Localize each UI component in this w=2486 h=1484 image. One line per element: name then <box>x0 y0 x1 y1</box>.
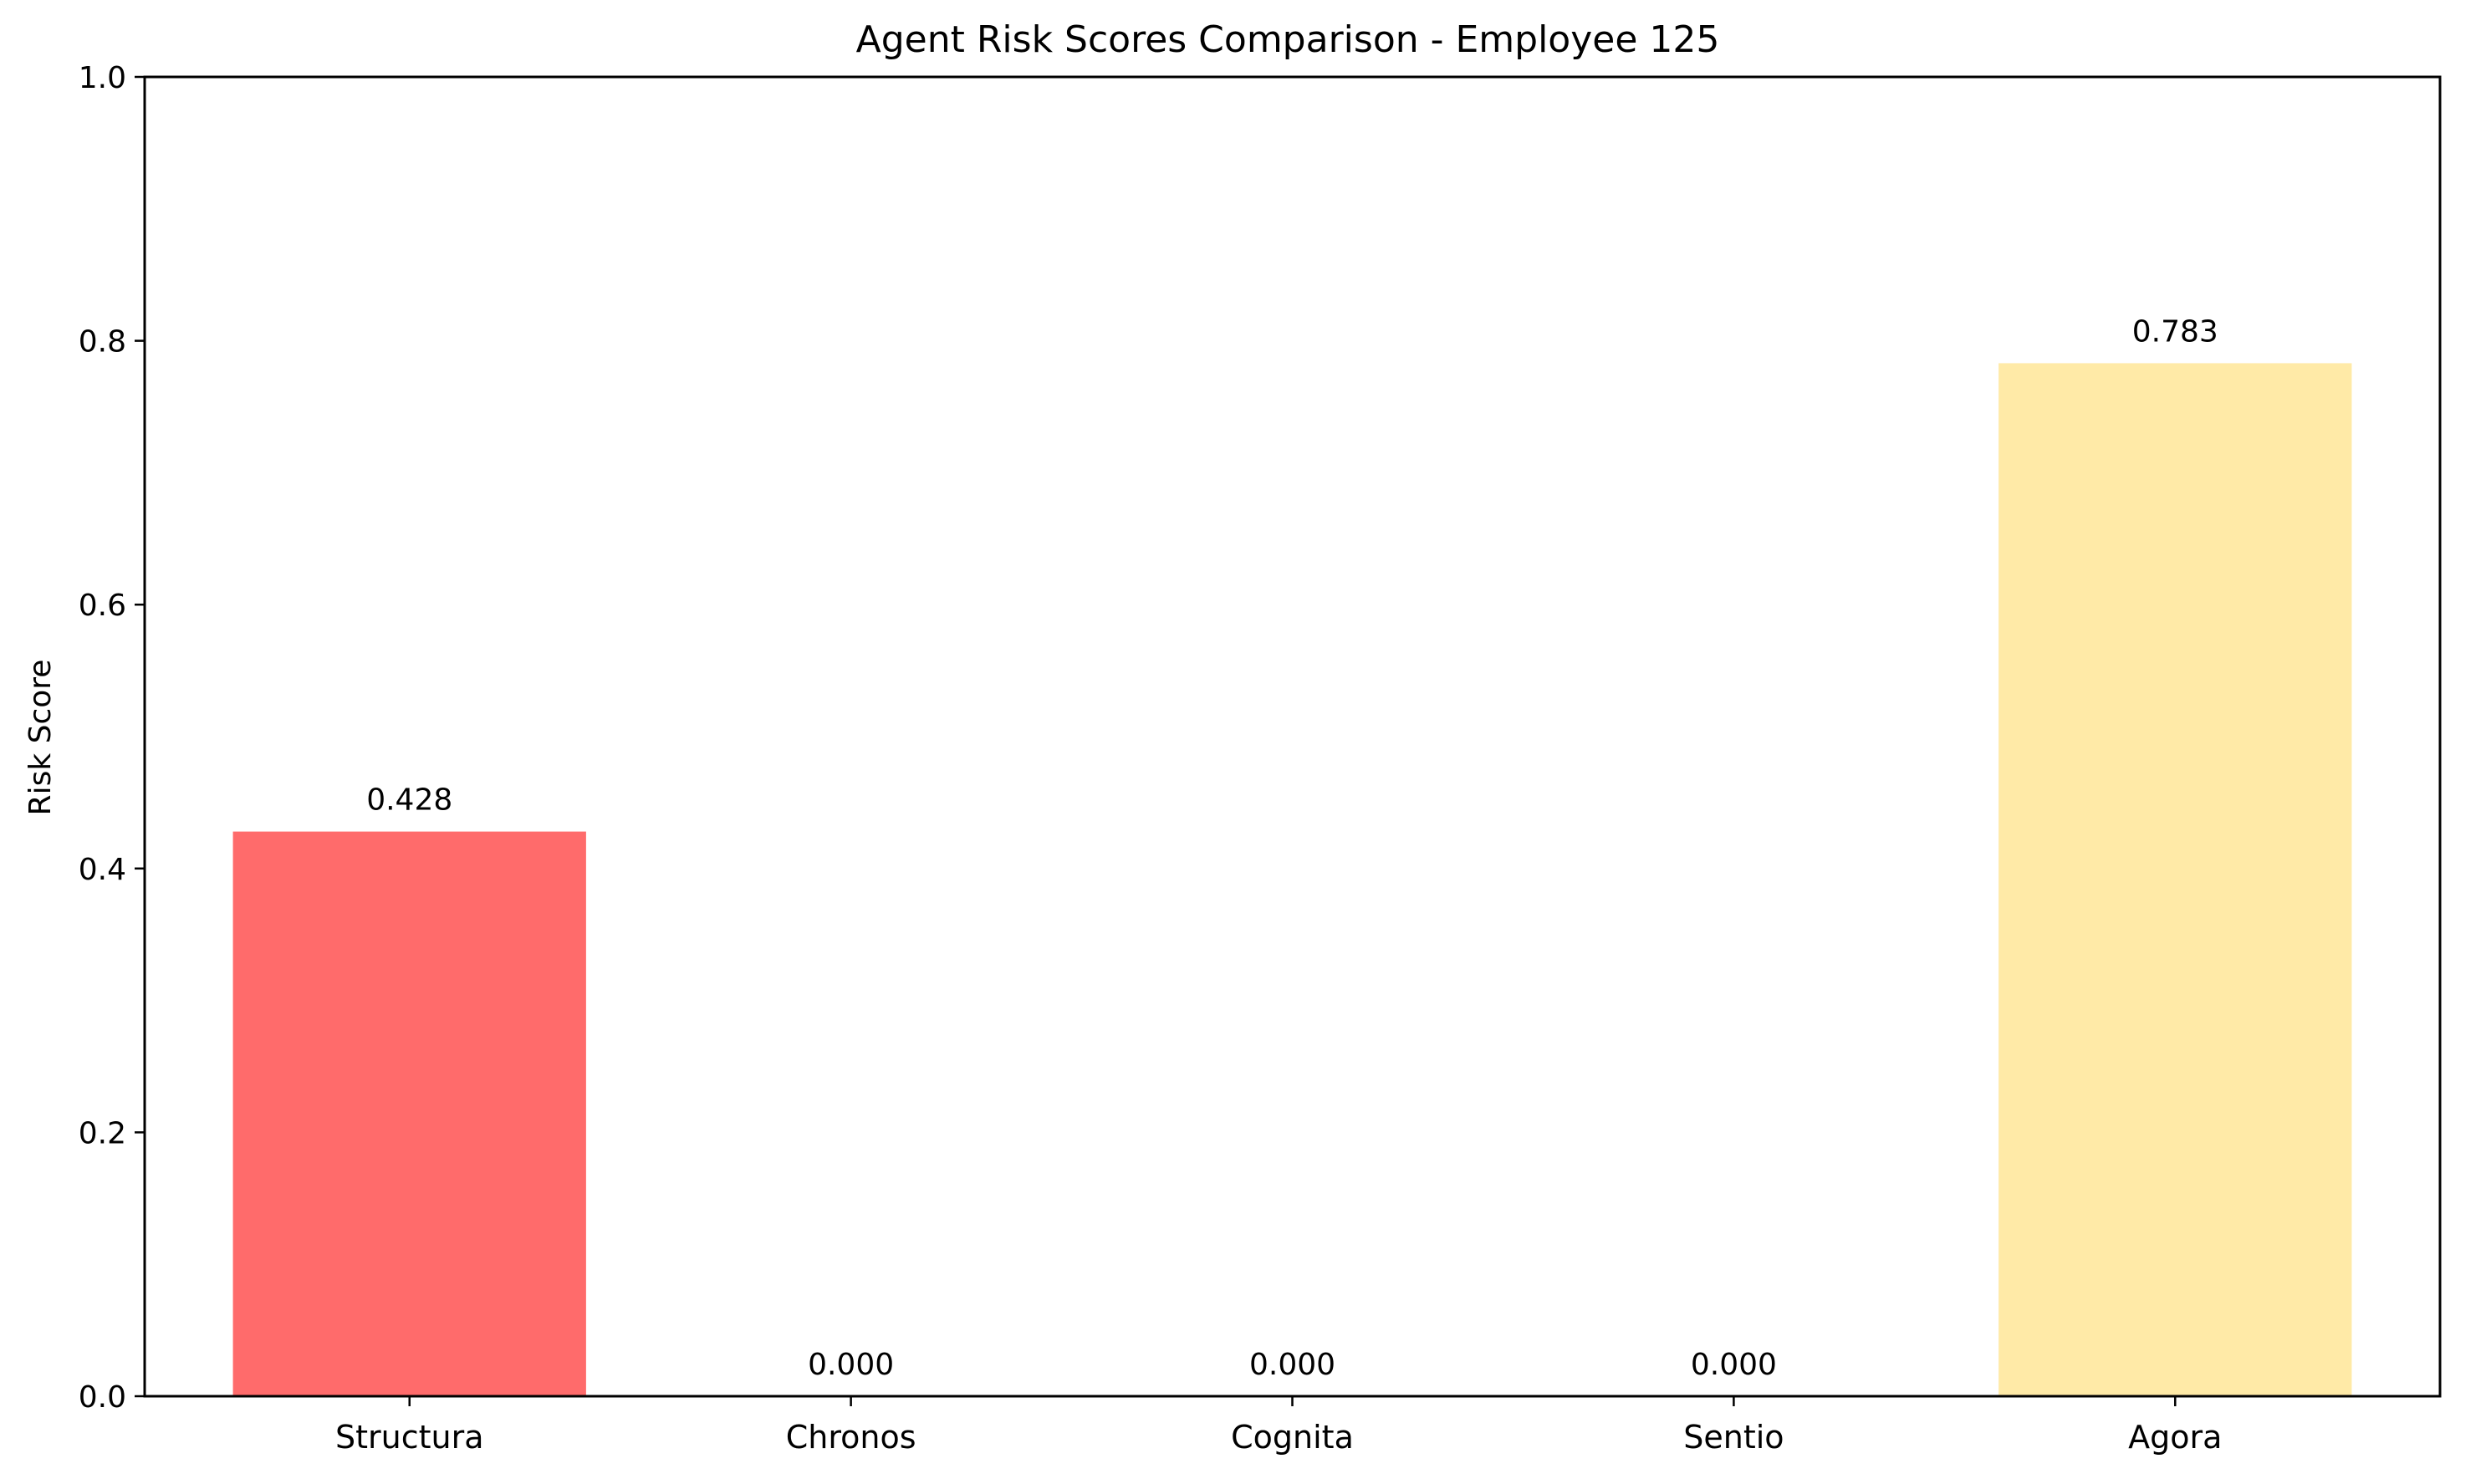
y-tick-label: 0.2 <box>79 1116 126 1150</box>
x-tick-label-structura: Structura <box>335 1419 484 1456</box>
x-tick-label-chronos: Chronos <box>786 1419 916 1456</box>
bars-layer <box>232 363 2352 1396</box>
value-label-cognita: 0.000 <box>1249 1348 1335 1382</box>
y-tick-label: 0.0 <box>79 1380 126 1415</box>
x-tick-label-sentio: Sentio <box>1683 1419 1784 1456</box>
x-tick-label-agora: Agora <box>2128 1419 2222 1456</box>
x-tick-label-cognita: Cognita <box>1231 1419 1354 1456</box>
value-label-chronos: 0.000 <box>808 1348 894 1382</box>
y-tick-label: 0.6 <box>79 589 126 623</box>
bar-agora <box>1998 363 2352 1396</box>
y-tick-label: 1.0 <box>79 61 126 95</box>
y-axis-label: Risk Score <box>23 660 58 816</box>
plot-frame <box>143 75 2442 1398</box>
bar-structura <box>232 831 586 1396</box>
y-tick-label: 0.4 <box>79 853 126 887</box>
value-label-sentio: 0.000 <box>1691 1348 1777 1382</box>
x-axis-ticks: Structura Chronos Cognita Sentio Agora <box>335 1396 2222 1456</box>
chart-title: Agent Risk Scores Comparison - Employee … <box>856 18 1720 61</box>
y-axis-ticks: 0.0 0.2 0.4 0.6 0.8 1.0 <box>79 61 145 1415</box>
value-label-structura: 0.428 <box>366 783 452 818</box>
value-labels-layer: 0.428 0.000 0.000 0.000 0.783 <box>366 314 2218 1382</box>
y-tick-label: 0.8 <box>79 325 126 360</box>
value-label-agora: 0.783 <box>2132 314 2218 349</box>
